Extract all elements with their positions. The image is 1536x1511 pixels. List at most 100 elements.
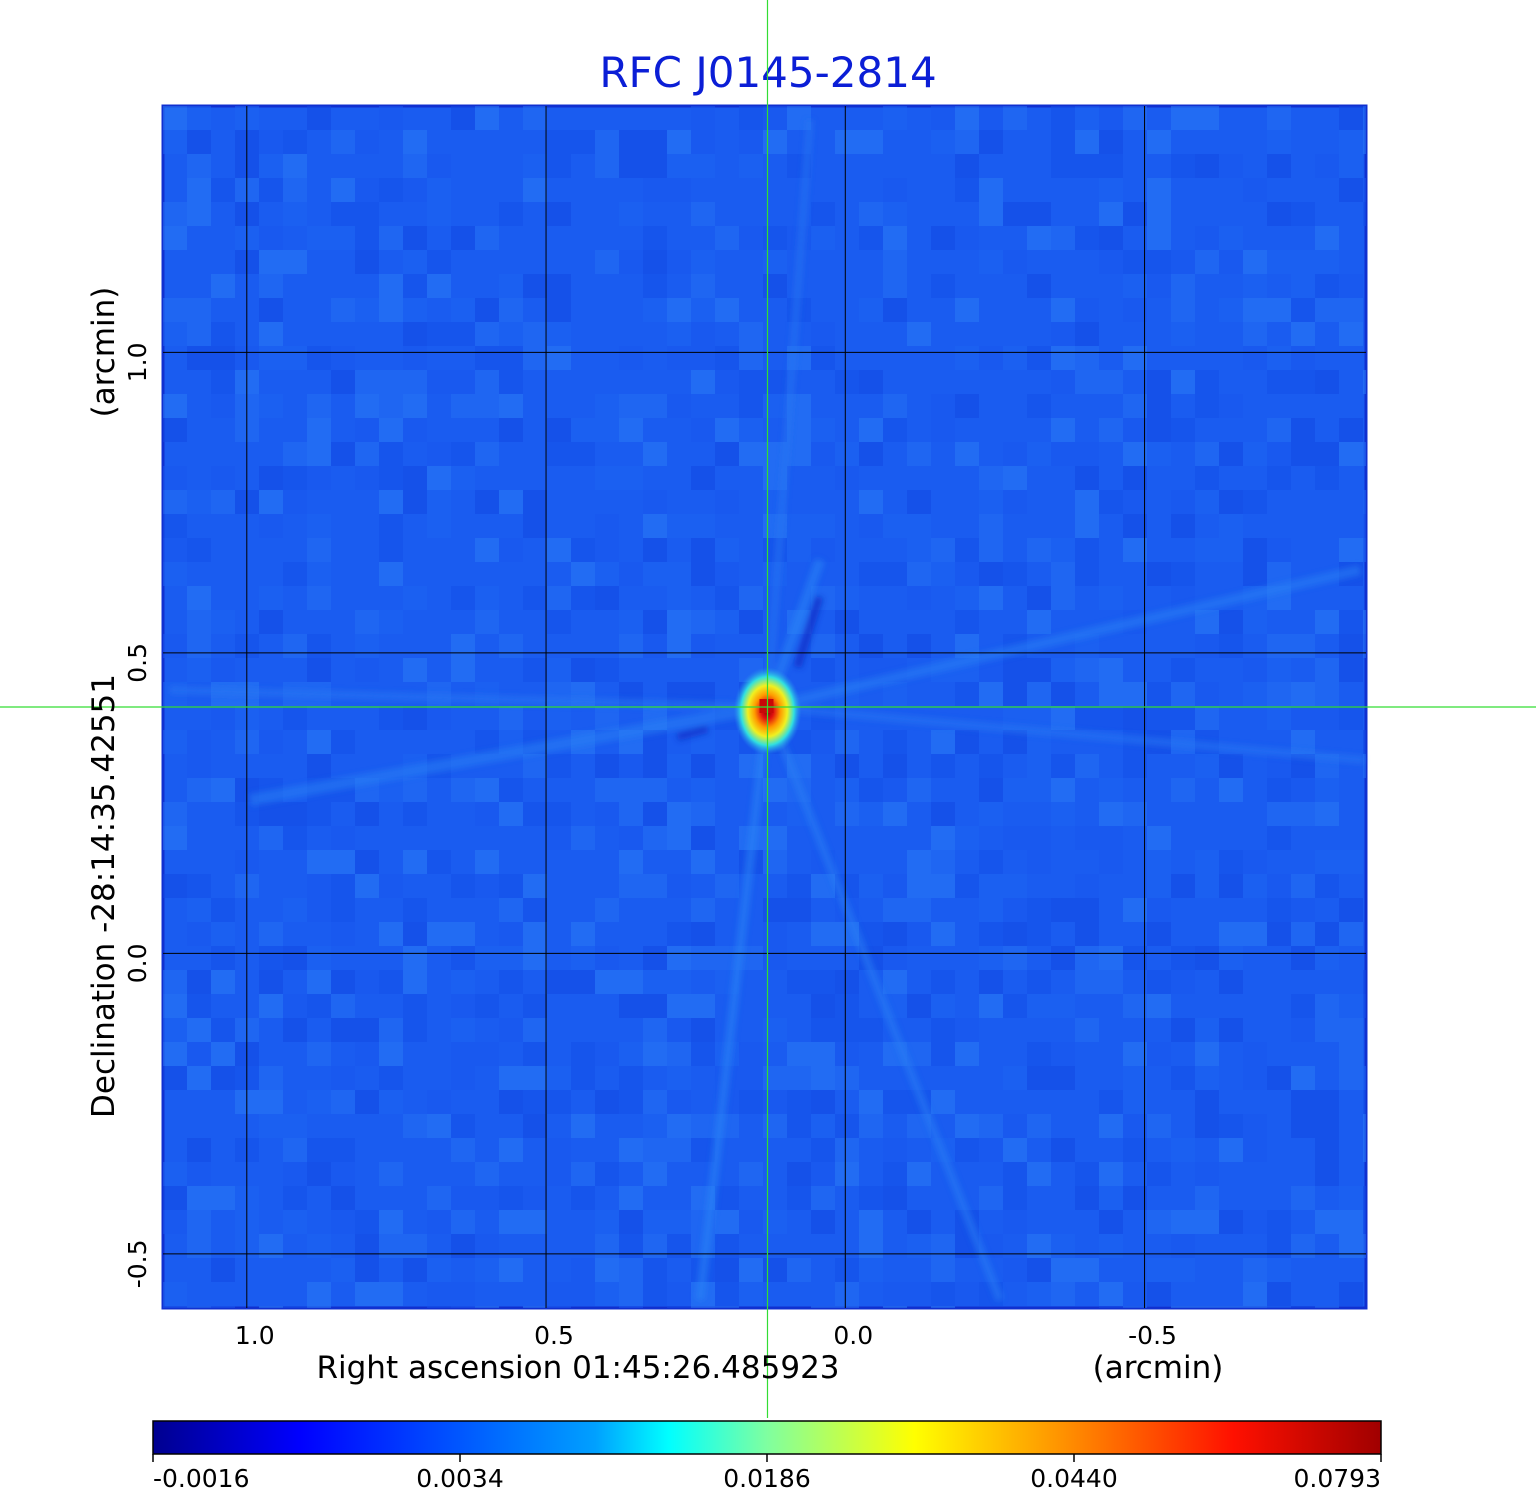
noise-cell [523, 1186, 547, 1210]
noise-cell [355, 442, 379, 466]
noise-cell [1075, 490, 1099, 514]
noise-cell [1123, 1138, 1147, 1162]
noise-cell [907, 562, 931, 586]
noise-cell [883, 514, 907, 538]
noise-cell [1243, 250, 1267, 274]
noise-cell [475, 778, 499, 802]
noise-cell [283, 346, 307, 370]
noise-cell [1171, 370, 1195, 394]
noise-cell [931, 730, 955, 754]
noise-cell [403, 586, 427, 610]
noise-cell [883, 1306, 907, 1308]
sidelobe-streak [764, 119, 814, 708]
noise-cell [1195, 634, 1219, 658]
noise-cell [1339, 1186, 1363, 1210]
noise-cell [835, 994, 859, 1018]
noise-cell [667, 1042, 691, 1066]
noise-cell [499, 490, 523, 514]
noise-cell [187, 154, 211, 178]
noise-cell [451, 946, 475, 970]
noise-cell [835, 1306, 859, 1308]
noise-cell [523, 706, 547, 730]
noise-cell [1291, 1090, 1315, 1114]
noise-cell [859, 514, 883, 538]
noise-cell [739, 130, 763, 154]
noise-cell [1099, 778, 1123, 802]
noise-cell [499, 1018, 523, 1042]
noise-cell [667, 1282, 691, 1306]
noise-cell [211, 1018, 235, 1042]
noise-cell [1027, 682, 1051, 706]
noise-cell [1363, 130, 1366, 154]
noise-cell [427, 1114, 451, 1138]
noise-cell [907, 634, 931, 658]
noise-cell [979, 994, 1003, 1018]
noise-cell [835, 802, 859, 826]
noise-cell [1147, 130, 1171, 154]
noise-cell [355, 802, 379, 826]
noise-cell [187, 922, 211, 946]
noise-cell [1099, 226, 1123, 250]
noise-cell [571, 658, 595, 682]
noise-cell [763, 130, 787, 154]
noise-cell [1315, 1210, 1339, 1234]
noise-cell [451, 874, 475, 898]
noise-cell [907, 994, 931, 1018]
noise-cell [811, 970, 835, 994]
noise-cell [643, 178, 667, 202]
noise-cell [1003, 1114, 1027, 1138]
noise-cell [1315, 922, 1339, 946]
noise-cell [1147, 370, 1171, 394]
noise-cell [523, 754, 547, 778]
noise-cell [643, 826, 667, 850]
noise-cell [523, 1066, 547, 1090]
noise-cell [499, 706, 523, 730]
noise-cell [187, 1138, 211, 1162]
noise-cell [403, 778, 427, 802]
noise-cell [259, 346, 283, 370]
noise-cell [1315, 466, 1339, 490]
noise-cell [427, 322, 451, 346]
noise-cell [1291, 442, 1315, 466]
noise-cell [1099, 946, 1123, 970]
noise-cell [403, 490, 427, 514]
noise-cell [1315, 994, 1339, 1018]
noise-cell [499, 970, 523, 994]
noise-cell [1195, 1066, 1219, 1090]
noise-cell [283, 202, 307, 226]
noise-cell [739, 586, 763, 610]
noise-cell [1171, 154, 1195, 178]
noise-cell [1075, 538, 1099, 562]
noise-cell [211, 970, 235, 994]
noise-cell [1195, 754, 1219, 778]
noise-cell [739, 1210, 763, 1234]
noise-cell [259, 922, 283, 946]
noise-cell [1123, 1114, 1147, 1138]
noise-cell [667, 1018, 691, 1042]
noise-cell [835, 466, 859, 490]
noise-cell [595, 754, 619, 778]
noise-cell [1243, 178, 1267, 202]
noise-cell [715, 1210, 739, 1234]
noise-cell [211, 394, 235, 418]
noise-cell [187, 130, 211, 154]
noise-cell [403, 802, 427, 826]
noise-cell [787, 1066, 811, 1090]
noise-cell [859, 442, 883, 466]
noise-cell [787, 1090, 811, 1114]
noise-cell [1099, 706, 1123, 730]
noise-cell [1243, 1066, 1267, 1090]
noise-cell [955, 874, 979, 898]
noise-cell [1027, 922, 1051, 946]
noise-cell [1243, 490, 1267, 514]
noise-cell [931, 562, 955, 586]
noise-cell [763, 1114, 787, 1138]
noise-cell [1051, 898, 1075, 922]
noise-cell [1123, 946, 1147, 970]
noise-cell [691, 298, 715, 322]
noise-cell [667, 586, 691, 610]
noise-cell [427, 706, 451, 730]
noise-cell [931, 1306, 955, 1308]
noise-cell [571, 442, 595, 466]
noise-cell [955, 1138, 979, 1162]
